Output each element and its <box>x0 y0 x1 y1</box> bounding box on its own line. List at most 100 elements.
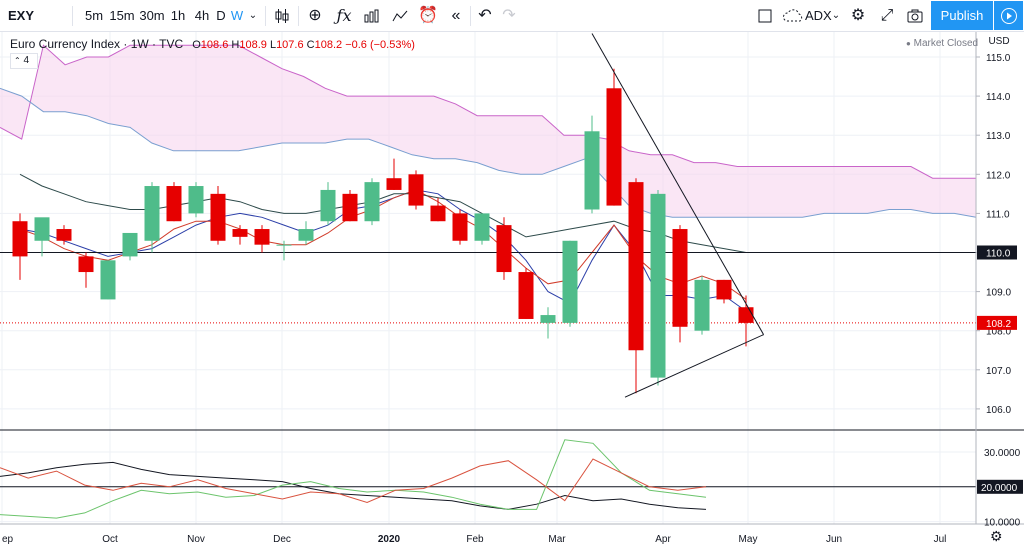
price-tick-label: 108.0 <box>986 327 1011 338</box>
ichimoku-cloud <box>0 44 977 218</box>
legend-o-value: 108.6 <box>200 39 229 51</box>
price-tick-label: 106.0 <box>986 405 1011 416</box>
legend-c-value: 108.2 <box>314 39 343 51</box>
indicator-count: 4 <box>23 55 30 66</box>
time-axis: ep Oct Nov Dec 2020 Feb Mar Apr May Jun Jul <box>2 534 946 545</box>
settings-gear-icon[interactable]: ⚙ <box>850 7 866 24</box>
candle-body <box>364 182 380 222</box>
alert-clock-icon[interactable]: ⏰ <box>418 7 438 24</box>
candlestick-icon[interactable] <box>270 0 294 31</box>
top-toolbar: EXY 5m 15m 30m 1h 4h D W ⌄ ⊕ ƒx ⏰ « ↶ ↷ … <box>0 0 1024 32</box>
legend-change: −0.6 (−0.53%) <box>345 39 415 51</box>
candle-body <box>100 260 116 300</box>
undo-icon[interactable]: ↶ <box>478 7 492 24</box>
level-price-label: 110.0 <box>986 249 1011 260</box>
adx-level-label: 20.0000 <box>981 483 1018 494</box>
candle-body <box>210 193 226 241</box>
moving-average-line <box>19 189 747 300</box>
legend-title: Euro Currency Index · 1W · TVC <box>10 37 184 51</box>
price-tick-label: 115.0 <box>986 53 1011 64</box>
candle-body <box>650 193 666 378</box>
candle-body <box>584 131 600 210</box>
price-tick-label: 111.0 <box>986 209 1010 220</box>
chevron-down-icon[interactable]: ⌄ <box>831 10 841 21</box>
publish-button[interactable]: Publish <box>931 1 993 30</box>
bar-chart-icon[interactable] <box>360 0 384 31</box>
interval-d[interactable]: D <box>216 8 226 23</box>
legend-l-label: L <box>269 39 277 51</box>
symbol-search[interactable]: EXY <box>8 8 35 23</box>
moving-average-line <box>19 173 747 253</box>
adx-series-line <box>0 458 707 504</box>
indicators-toggle[interactable]: ⌃ 4 <box>10 53 38 69</box>
candle-body <box>342 193 358 222</box>
adx-tick-label: 10.0000 <box>984 518 1021 529</box>
candle-body <box>232 229 248 237</box>
chart-canvas[interactable]: 115.0 114.0 113.0 112.0 111.0 110.0 109.0 108.0… <box>0 32 1024 546</box>
candle-body <box>56 229 72 241</box>
adx-panel <box>0 429 1024 525</box>
legend-o-label: O <box>192 39 201 51</box>
time-tick-label: ep <box>2 534 14 545</box>
interval-5m[interactable]: 5m <box>84 8 104 23</box>
candle-body <box>518 272 534 319</box>
chart-settings-gear-icon[interactable]: ⚙ <box>990 528 1003 544</box>
time-tick-label: Feb <box>466 534 484 545</box>
candle-body <box>386 178 402 190</box>
templates-icon[interactable] <box>388 0 412 31</box>
price-tick-label: 107.0 <box>986 366 1011 377</box>
time-tick-label: 2020 <box>378 534 401 545</box>
interval-1h[interactable]: 1h <box>170 8 186 23</box>
camera-icon[interactable] <box>903 0 927 31</box>
candle-body <box>78 256 94 273</box>
candle-body <box>628 182 644 351</box>
cloud-fill <box>0 45 976 218</box>
legend-l-value: 107.6 <box>276 39 304 51</box>
horizontal-level-line <box>0 252 976 324</box>
legend-c-label: C <box>306 39 315 51</box>
chart-legend: Euro Currency Index · 1W · TVC O108.6 H1… <box>10 37 415 51</box>
fullscreen-icon[interactable]: ⤢ <box>880 7 894 24</box>
add-compare-icon[interactable]: ⊕ <box>308 7 322 24</box>
replay-icon[interactable]: « <box>451 7 461 24</box>
candle-body <box>254 229 270 245</box>
candle-body <box>540 315 556 323</box>
interval-15m[interactable]: 15m <box>109 8 135 23</box>
publish-arrow-icon[interactable] <box>994 1 1023 30</box>
cloud-upper-line <box>0 44 976 179</box>
candle-body <box>474 213 490 241</box>
interval-4h[interactable]: 4h <box>194 8 210 23</box>
adx-series-line <box>0 461 707 510</box>
indicator-name[interactable]: ADX <box>805 8 832 23</box>
candle-body <box>738 307 754 323</box>
candle-body <box>298 229 314 241</box>
chevron-down-icon[interactable]: ⌄ <box>248 10 258 21</box>
candle-body <box>562 240 578 323</box>
candle-body <box>408 174 424 206</box>
candle-body <box>320 189 336 222</box>
price-axis: 115.0 114.0 113.0 112.0 111.0 110.0 109.0 108.0… <box>975 32 1023 529</box>
candle-body <box>188 186 204 214</box>
legend-ohlc: O108.6 H108.9 L107.6 C108.2 −0.6 (−0.53%… <box>192 39 415 51</box>
indicators-icon[interactable]: ƒx <box>336 6 352 25</box>
time-tick-label: Jun <box>826 534 842 545</box>
time-tick-label: Apr <box>655 534 671 545</box>
chevron-up-icon: ⌃ <box>14 56 21 65</box>
candle-body <box>606 88 622 206</box>
interval-30m[interactable]: 30m <box>139 8 165 23</box>
time-tick-label: Oct <box>102 534 118 545</box>
moving-average-lines <box>19 173 747 312</box>
market-status: ● Market Closed <box>906 38 978 49</box>
price-tick-label: 114.0 <box>986 92 1011 103</box>
price-tick-label: 109.0 <box>986 288 1011 299</box>
layout-icon[interactable] <box>754 0 776 31</box>
time-tick-label: May <box>739 534 758 545</box>
candle-body <box>276 244 292 246</box>
candle-body <box>12 221 28 257</box>
price-tick-label: 112.0 <box>986 170 1011 181</box>
last-price-tag <box>977 315 1017 330</box>
cloud-icon[interactable] <box>780 0 806 31</box>
redo-icon[interactable]: ↷ <box>502 7 516 24</box>
interval-w[interactable]: W <box>230 8 244 23</box>
candles <box>12 68 754 394</box>
